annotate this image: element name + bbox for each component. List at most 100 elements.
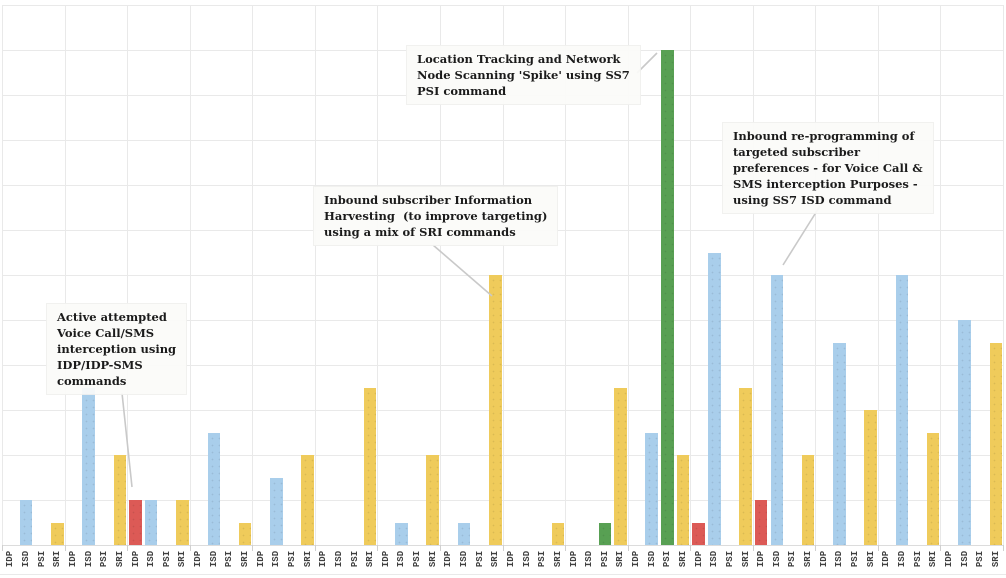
bar-sri-group-5 (301, 455, 314, 545)
x-axis-tick (64, 545, 66, 551)
x-axis-tick (502, 545, 504, 551)
bar-isd-group-16 (958, 320, 971, 545)
gridline-vertical (752, 5, 754, 545)
x-tick-label-idp: IDP (756, 550, 767, 568)
x-tick-label-psi: PSI (787, 550, 798, 568)
x-axis-tick (377, 545, 379, 551)
x-tick-label-sri: SRI (677, 550, 688, 568)
gridline-vertical (627, 5, 629, 545)
gridline-vertical (877, 5, 879, 545)
x-axis-tick (627, 545, 629, 551)
x-tick-label-isd: ISD (333, 550, 344, 568)
bar-isd-group-15 (895, 275, 909, 545)
x-axis-tick (752, 545, 754, 551)
x-tick-label-psi: PSI (349, 550, 360, 568)
x-tick-label-sri: SRI (803, 550, 814, 568)
bar-isd-group-14 (833, 342, 846, 545)
axis-band-bottom-line (0, 574, 1006, 575)
x-tick-label-psi: PSI (36, 550, 47, 568)
x-tick-label-isd: ISD (146, 550, 157, 568)
bar-sri-group-4 (238, 522, 252, 545)
bar-sri-group-9 (551, 522, 565, 545)
x-tick-label-sri: SRI (52, 550, 63, 568)
x-tick-label-psi: PSI (99, 550, 110, 568)
gridline-vertical (64, 5, 66, 545)
x-tick-label-psi: PSI (724, 550, 735, 568)
x-tick-label-idp: IDP (505, 550, 516, 568)
bar-sri-group-1 (51, 522, 64, 545)
x-tick-label-isd: ISD (584, 550, 595, 568)
x-tick-label-idp: IDP (68, 550, 78, 568)
x-tick-label-sri: SRI (865, 550, 876, 568)
gridline-vertical (502, 5, 504, 545)
bar-sri-group-2 (113, 455, 127, 545)
x-tick-label-sri: SRI (928, 550, 939, 568)
x-tick-label-idp: IDP (255, 550, 266, 568)
bar-idp-group-12 (692, 522, 705, 545)
x-tick-label-sri: SRI (740, 550, 751, 568)
x-tick-label-psi: PSI (537, 550, 548, 568)
x-tick-label-idp: IDP (443, 550, 454, 568)
gridline-vertical (940, 5, 942, 545)
bar-isd-group-11 (645, 432, 658, 545)
x-axis-tick (877, 545, 879, 551)
x-tick-label-psi: PSI (224, 550, 235, 568)
gridline-vertical (690, 5, 692, 545)
x-tick-label-sri: SRI (365, 550, 376, 568)
x-tick-label-sri: SRI (552, 550, 563, 568)
gridline-vertical (252, 5, 254, 545)
x-tick-label-isd: ISD (709, 550, 720, 568)
x-axis-tick (565, 545, 567, 551)
bar-isd-group-5 (270, 477, 283, 545)
x-tick-label-isd: ISD (396, 550, 407, 568)
x-axis-tick (815, 545, 817, 551)
bar-sri-group-13 (801, 455, 815, 545)
bar-sri-group-10 (614, 387, 627, 545)
bar-psi-group-11 (661, 50, 674, 545)
bar-isd-group-12 (708, 252, 721, 545)
bar-sri-group-12 (739, 387, 752, 545)
bar-isd-group-4 (207, 432, 221, 545)
bar-idp-group-13 (754, 500, 768, 545)
x-tick-label-idp: IDP (631, 550, 642, 568)
x-tick-label-sri: SRI (240, 550, 251, 568)
x-tick-label-isd: ISD (771, 550, 782, 568)
x-tick-label-psi: PSI (975, 550, 986, 568)
bar-isd-group-7 (395, 522, 408, 545)
x-tick-label-idp: IDP (568, 550, 579, 568)
x-tick-label-isd: ISD (959, 550, 970, 568)
bar-isd-group-2 (82, 387, 95, 545)
bar-sri-group-11 (676, 455, 690, 545)
x-axis-tick (2, 545, 3, 551)
x-axis-tick (690, 545, 692, 551)
x-tick-label-idp: IDP (380, 550, 391, 568)
x-tick-label-psi: PSI (474, 550, 485, 568)
annotation-subscriber-harvesting-sri: Inbound subscriber Information Harvestin… (313, 186, 559, 246)
x-tick-label-isd: ISD (271, 550, 282, 568)
x-tick-label-psi: PSI (912, 550, 923, 568)
x-tick-label-isd: ISD (21, 550, 32, 568)
x-tick-label-sri: SRI (990, 550, 1001, 568)
x-tick-label-idp: IDP (818, 550, 829, 568)
gridline-vertical (565, 5, 567, 545)
bar-sri-group-7 (426, 455, 439, 545)
x-tick-label-idp: IDP (130, 550, 141, 568)
x-tick-label-sri: SRI (490, 550, 501, 568)
gridline-vertical (314, 5, 316, 545)
x-axis-tick (189, 545, 191, 551)
x-tick-label-sri: SRI (427, 550, 438, 568)
gridline-vertical (189, 5, 191, 545)
bar-sri-group-15 (926, 432, 940, 545)
x-tick-label-isd: ISD (521, 550, 532, 568)
x-axis-tick (252, 545, 254, 551)
bar-isd-group-3 (144, 500, 158, 545)
annotation-inbound-reprogramming-isd: Inbound re-programming of targeted subsc… (722, 122, 934, 214)
x-tick-label-sri: SRI (615, 550, 626, 568)
x-tick-label-idp: IDP (693, 550, 704, 568)
x-tick-label-psi: PSI (599, 550, 610, 568)
bar-sri-group-6 (363, 387, 377, 545)
bar-sri-group-3 (176, 500, 189, 545)
x-tick-label-isd: ISD (208, 550, 219, 568)
